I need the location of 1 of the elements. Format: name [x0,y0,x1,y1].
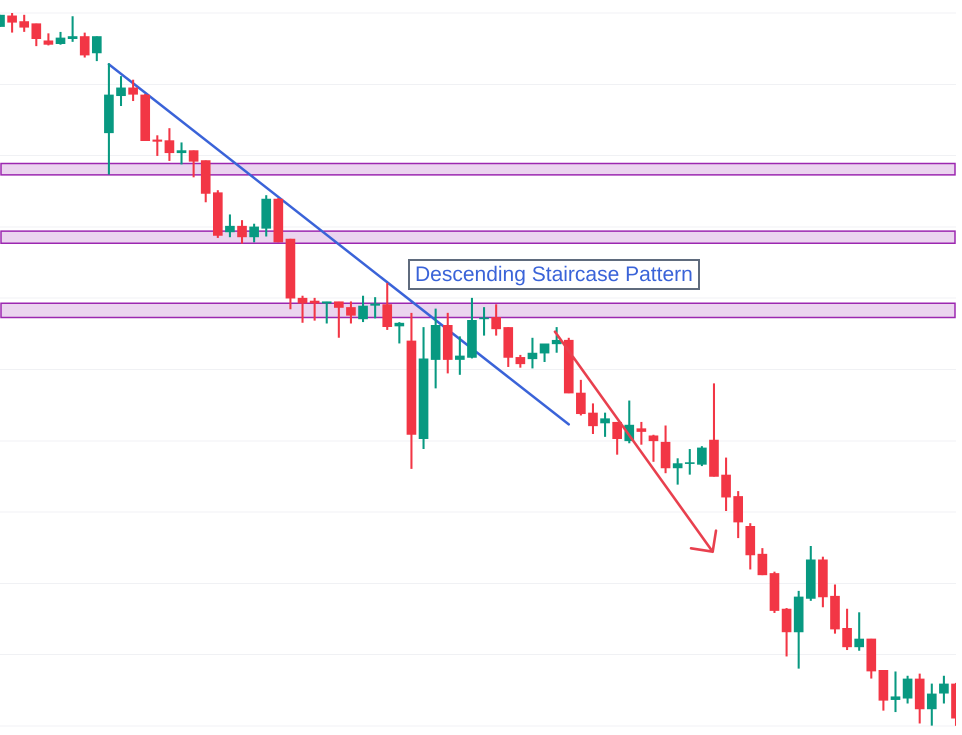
annotation: Descending Staircase Pattern [408,259,700,290]
